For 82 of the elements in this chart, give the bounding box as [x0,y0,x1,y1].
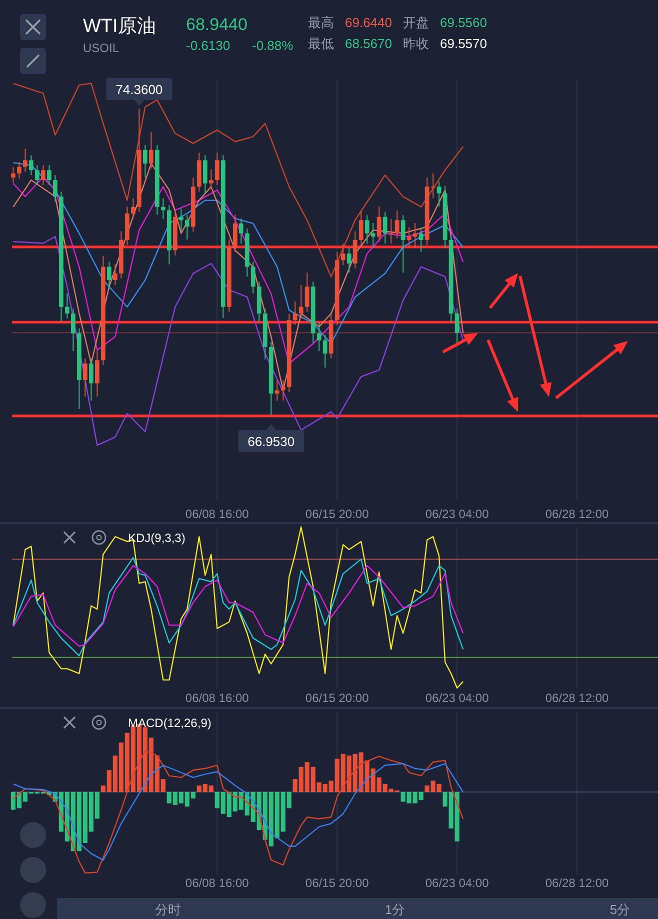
text: 69.6440 [345,15,392,30]
candlestick [22,148,28,172]
annotation: 74.3600 [116,82,163,97]
tick: 06/08 16:00 [185,876,249,890]
text: 最低 [308,36,334,51]
candlestick [370,222,376,248]
annotation: 66.9530 [248,434,295,449]
candlestick [400,214,406,274]
text: 69.5570 [440,36,487,51]
candlestick [364,214,370,244]
candlestick [11,166,16,184]
candlestick [274,380,280,402]
subtitle: USOIL [83,41,120,55]
candlestick [388,218,394,244]
candlestick [322,334,328,368]
candlestick [202,154,208,195]
candlestick [304,272,310,312]
candlestick [298,284,304,319]
candlestick [34,164,40,186]
candlestick [82,358,88,398]
candlestick [28,154,34,176]
text: 68.9440 [186,15,248,34]
tick: 06/08 16:00 [185,507,249,521]
candlestick [40,164,46,186]
text: 分时 [155,902,181,917]
candlestick [382,211,388,244]
candlestick [292,301,298,326]
tick: 06/08 16:00 [185,691,249,705]
candlestick [88,358,94,402]
tick: 06/23 04:00 [425,691,489,705]
candlestick [106,261,112,290]
candlestick [112,264,118,286]
candlestick [418,228,424,252]
title: MACD(12,26,9) [128,716,212,730]
candlestick [52,174,58,202]
candlestick [130,198,136,219]
candlestick [358,210,364,246]
candlestick [238,218,244,244]
candlestick [376,206,382,242]
candlestick [394,210,400,239]
candlestick [17,161,22,179]
candlestick [208,168,214,189]
candlestick [142,144,148,178]
candlestick [178,208,184,232]
candlestick [148,132,154,169]
candlestick [280,380,286,402]
candlestick [214,152,220,186]
tick: 06/15 20:00 [305,876,369,890]
text: 68.5670 [345,36,392,51]
candlestick [406,226,412,248]
candlestick [412,222,418,248]
title: WTI原油 [83,16,156,37]
tick: 06/23 04:00 [425,507,489,521]
text: 最高 [308,15,334,30]
candlestick [436,181,442,207]
candlestick [184,214,190,240]
candlestick [316,322,322,352]
candlestick [454,308,460,344]
tick: 06/28 12:00 [545,691,609,705]
tick: 06/28 12:00 [545,507,609,521]
tick: 06/15 20:00 [305,507,369,521]
text: -0.6130 [186,38,230,53]
text: 5分 [610,902,630,917]
candlestick [64,292,70,319]
text: 69.5560 [440,15,487,30]
candlestick [46,164,52,186]
tick: 06/28 12:00 [545,876,609,890]
candlestick [70,308,76,352]
tick: 06/15 20:00 [305,691,369,705]
title: KDJ(9,3,3) [128,531,186,545]
tick: 06/23 04:00 [425,876,489,890]
candlestick [250,261,256,294]
candlestick [352,230,358,269]
candlestick [346,247,352,274]
candlestick [160,198,166,220]
text: 昨收 [403,36,429,51]
text: 1分 [384,902,406,917]
candlestick [94,350,100,398]
candlestick [340,243,346,266]
text: 开盘 [403,15,429,30]
candlestick [232,214,238,252]
text: -0.88% [252,38,294,53]
